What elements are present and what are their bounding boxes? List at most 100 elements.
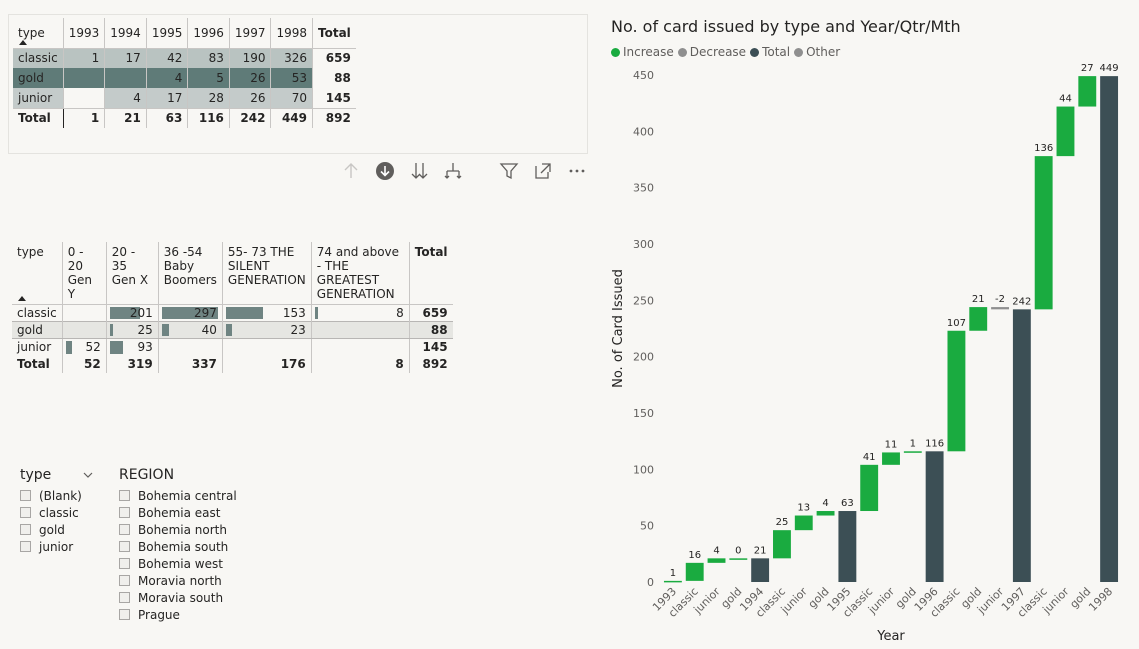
waterfall-bar[interactable] — [1034, 156, 1053, 310]
expand-hierarchy-icon[interactable] — [436, 157, 470, 185]
column-header-total[interactable]: Total — [409, 242, 453, 305]
chevron-down-icon[interactable] — [83, 472, 93, 478]
value-cell[interactable]: 53 — [270, 68, 314, 88]
checkbox[interactable] — [119, 541, 130, 552]
value-cell[interactable]: 4 — [104, 88, 147, 108]
row-total-cell[interactable]: 659 — [325, 51, 351, 66]
column-header-total[interactable]: Total — [312, 18, 356, 49]
row-header-cell[interactable]: gold — [12, 321, 63, 339]
column-header[interactable]: 1993 — [63, 18, 106, 49]
checkbox[interactable] — [119, 558, 130, 569]
legend-item[interactable]: Increase — [611, 45, 674, 59]
sort-ascending-icon[interactable] — [18, 296, 26, 301]
checkbox[interactable] — [20, 490, 31, 501]
table-row[interactable]: junior 4 17 28 26 70 145 — [13, 88, 356, 108]
slicer-type-item[interactable]: gold — [20, 521, 110, 538]
slicer-region-item[interactable]: Prague — [119, 606, 259, 623]
slicer-region-item[interactable]: Bohemia east — [119, 504, 259, 521]
waterfall-bar[interactable] — [794, 515, 813, 531]
waterfall-bar[interactable] — [816, 511, 835, 516]
value-cell[interactable]: 4 — [146, 68, 189, 88]
value-cell[interactable]: 26 — [229, 88, 272, 108]
slicer-region-item[interactable]: Bohemia south — [119, 538, 259, 555]
row-header-cell[interactable]: classic — [13, 48, 64, 68]
table-row[interactable]: junior 52 93 145 — [12, 338, 453, 356]
waterfall-bar[interactable] — [707, 558, 726, 563]
slicer-region-item[interactable]: Moravia south — [119, 589, 259, 606]
slicer-type[interactable]: type (Blank) classic gold junior — [20, 466, 110, 555]
waterfall-bar[interactable] — [860, 464, 879, 512]
row-header-cell[interactable]: junior — [12, 338, 63, 356]
checkbox[interactable] — [20, 541, 31, 552]
value-cell[interactable]: 326 — [270, 48, 314, 68]
table-row[interactable]: classic 1 17 42 83 190 326 659 — [13, 48, 356, 68]
expand-next-level-icon[interactable] — [402, 157, 436, 185]
waterfall-bar[interactable] — [685, 562, 704, 581]
value-cell[interactable]: 83 — [187, 48, 230, 68]
value-cell[interactable] — [62, 304, 107, 322]
waterfall-bar[interactable] — [969, 307, 988, 331]
value-cell[interactable]: 1 — [63, 48, 106, 68]
value-cell[interactable]: 93 — [106, 338, 159, 356]
value-cell[interactable]: 70 — [270, 88, 314, 108]
row-header-type[interactable]: type — [13, 18, 64, 49]
checkbox[interactable] — [20, 507, 31, 518]
waterfall-bar[interactable] — [729, 558, 748, 560]
legend-item[interactable]: Other — [794, 45, 840, 59]
legend-item[interactable]: Total — [750, 45, 790, 59]
drill-up-icon[interactable] — [334, 157, 368, 185]
waterfall-bar[interactable] — [947, 330, 966, 452]
value-cell[interactable]: 201 — [106, 304, 159, 322]
slicer-region-item[interactable]: Moravia north — [119, 572, 259, 589]
value-cell[interactable]: 40 — [158, 321, 223, 339]
value-cell[interactable]: 25 — [106, 321, 159, 339]
row-total-cell[interactable]: 145 — [422, 340, 448, 355]
slicer-type-item[interactable]: junior — [20, 538, 110, 555]
sort-ascending-icon[interactable] — [19, 39, 27, 45]
table-row[interactable]: gold 4 5 26 53 88 — [13, 68, 356, 88]
value-cell[interactable]: 28 — [187, 88, 230, 108]
value-cell[interactable] — [104, 68, 147, 88]
waterfall-bar[interactable] — [663, 580, 682, 583]
value-cell[interactable] — [222, 338, 312, 356]
checkbox[interactable] — [119, 609, 130, 620]
value-cell[interactable]: 26 — [229, 68, 272, 88]
row-total-cell[interactable]: 88 — [409, 321, 453, 339]
slicer-region-item[interactable]: Bohemia central — [119, 487, 259, 504]
waterfall-bar[interactable] — [751, 558, 770, 582]
value-cell[interactable] — [63, 88, 106, 108]
slicer-type-item[interactable]: (Blank) — [20, 487, 110, 504]
more-options-icon[interactable] — [560, 157, 594, 185]
column-header[interactable]: 1994 — [104, 18, 147, 49]
column-header[interactable]: 1995 — [146, 18, 189, 49]
value-cell[interactable]: 297 — [158, 304, 223, 322]
column-header[interactable]: 55- 73 THE SILENT GENERATION — [222, 242, 312, 305]
checkbox[interactable] — [119, 592, 130, 603]
value-cell[interactable] — [311, 321, 410, 339]
column-header[interactable]: 1997 — [229, 18, 272, 49]
column-header[interactable]: 74 and above - THE GREATEST GENERATION — [311, 242, 410, 305]
row-total-cell[interactable]: 88 — [334, 71, 351, 85]
row-total-cell[interactable]: 659 — [422, 306, 448, 320]
value-cell[interactable]: 42 — [146, 48, 189, 68]
table-row[interactable]: classic 201 297 153 8 659 — [12, 304, 453, 322]
checkbox[interactable] — [119, 524, 130, 535]
focus-mode-icon[interactable] — [526, 157, 560, 185]
value-cell[interactable]: 52 — [62, 338, 107, 356]
checkbox[interactable] — [119, 490, 130, 501]
column-header[interactable]: 20 - 35 Gen X — [106, 242, 159, 305]
checkbox[interactable] — [119, 507, 130, 518]
drill-down-mode-icon[interactable] — [368, 157, 402, 185]
value-cell[interactable] — [62, 321, 107, 339]
value-cell[interactable]: 8 — [311, 304, 410, 322]
row-header-type[interactable]: type — [12, 242, 63, 305]
slicer-region-item[interactable]: Bohemia north — [119, 521, 259, 538]
waterfall-chart[interactable]: No. of card issued by type and Year/Qtr/… — [600, 8, 1135, 646]
table-row[interactable]: gold 25 40 23 88 — [12, 321, 453, 339]
waterfall-bar[interactable] — [1078, 76, 1097, 107]
value-cell[interactable]: 153 — [222, 304, 312, 322]
waterfall-bar[interactable] — [882, 452, 900, 465]
column-header[interactable]: 36 -54 Baby Boomers — [158, 242, 223, 305]
row-header-cell[interactable]: gold — [13, 68, 64, 88]
row-header-cell[interactable]: junior — [13, 88, 64, 108]
